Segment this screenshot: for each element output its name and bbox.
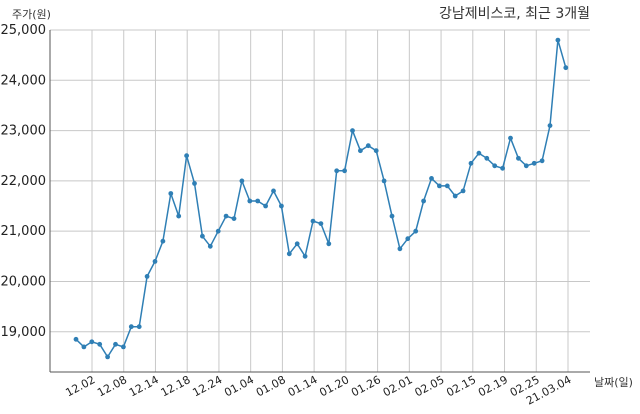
data-point	[247, 198, 253, 204]
data-point	[531, 160, 537, 166]
x-tick-label: 01.04	[222, 373, 256, 399]
y-tick-label: 21,000	[1, 224, 47, 239]
data-point	[500, 165, 505, 171]
x-tick-label: 02.19	[476, 373, 510, 399]
data-point	[263, 203, 268, 209]
y-tick-label: 24,000	[1, 73, 47, 88]
y-tick-labels: 19,000 20,000 21,000 22,000 23,000 24,000 25,0…	[1, 23, 47, 340]
data-point	[539, 158, 545, 164]
data-point	[547, 123, 553, 128]
data-point	[429, 176, 434, 181]
x-tick-label: 12.14	[127, 373, 161, 399]
y-tick-label: 23,000	[1, 124, 47, 139]
data-point	[136, 324, 142, 330]
data-point	[215, 228, 221, 234]
data-point	[476, 150, 482, 156]
data-point	[484, 155, 490, 161]
grid	[50, 29, 590, 372]
x-tick-label: 12.02	[63, 373, 97, 399]
data-point	[192, 181, 197, 186]
data-point	[563, 65, 569, 71]
data-point	[334, 168, 340, 174]
data-point	[365, 143, 371, 149]
data-point	[437, 183, 442, 189]
data-point	[176, 213, 182, 219]
data-point	[121, 344, 126, 350]
data-point	[358, 148, 363, 154]
x-tick-label: 01.08	[254, 373, 288, 399]
data-point	[152, 259, 158, 264]
data-point	[468, 160, 474, 166]
data-point	[231, 216, 237, 222]
x-tick-labels: 12.0212.0812.1412.1812.2401.0401.0801.14…	[63, 373, 573, 407]
x-tick-label: 02.05	[413, 373, 447, 399]
data-point	[516, 155, 521, 161]
y-axis-label: 주가(원)	[12, 8, 51, 21]
data-point	[113, 341, 118, 347]
data-point	[200, 233, 205, 239]
data-point	[144, 274, 150, 279]
data-point	[326, 241, 332, 247]
y-tick-label: 20,000	[1, 274, 47, 289]
data-point	[255, 198, 261, 204]
data-point	[318, 221, 324, 227]
chart-title: 강남제비스코, 최근 3개월	[439, 6, 590, 22]
data-point	[168, 191, 174, 196]
data-point	[207, 243, 213, 249]
y-tick-label: 25,000	[1, 23, 47, 38]
data-point	[105, 354, 110, 360]
data-point	[279, 203, 284, 209]
x-tick-label: 12.08	[95, 373, 129, 399]
x-axis-label: 날짜(일)	[594, 375, 633, 389]
data-point	[223, 213, 229, 219]
data-point	[239, 178, 245, 184]
x-tick-label: 02.01	[381, 373, 415, 399]
x-tick-label: 01.26	[349, 373, 383, 399]
data-point	[405, 236, 411, 242]
data-point	[310, 218, 316, 224]
data-point	[413, 228, 419, 234]
data-point	[421, 198, 426, 204]
data-point	[460, 188, 466, 194]
data-point	[492, 163, 498, 169]
data-point	[523, 163, 529, 169]
data-points	[73, 37, 569, 360]
data-point	[381, 178, 387, 184]
data-point	[128, 324, 134, 330]
x-tick-label: 01.20	[317, 373, 351, 399]
data-point	[444, 183, 450, 189]
y-tick-label: 22,000	[1, 174, 47, 189]
data-point	[81, 344, 87, 350]
data-point	[73, 336, 79, 342]
data-point	[508, 135, 513, 141]
series-line	[75, 39, 567, 359]
y-tick-label: 19,000	[1, 325, 47, 340]
x-tick-label: 01.14	[286, 373, 320, 399]
data-point	[452, 193, 458, 199]
data-point	[389, 213, 395, 219]
data-point	[160, 238, 166, 244]
data-point	[302, 253, 308, 259]
data-point	[271, 188, 276, 194]
x-tick-label: 12.18	[159, 373, 193, 399]
data-point	[350, 128, 355, 134]
data-point	[397, 246, 403, 252]
data-point	[294, 241, 300, 247]
axes	[49, 30, 590, 373]
data-point	[342, 168, 347, 174]
data-point	[97, 341, 103, 347]
data-point	[89, 339, 95, 345]
data-point	[184, 153, 190, 159]
data-point	[555, 37, 561, 43]
data-point	[373, 148, 379, 154]
x-tick-label: 02.15	[444, 373, 478, 399]
data-point	[286, 251, 292, 257]
x-tick-label: 12.24	[190, 373, 224, 399]
